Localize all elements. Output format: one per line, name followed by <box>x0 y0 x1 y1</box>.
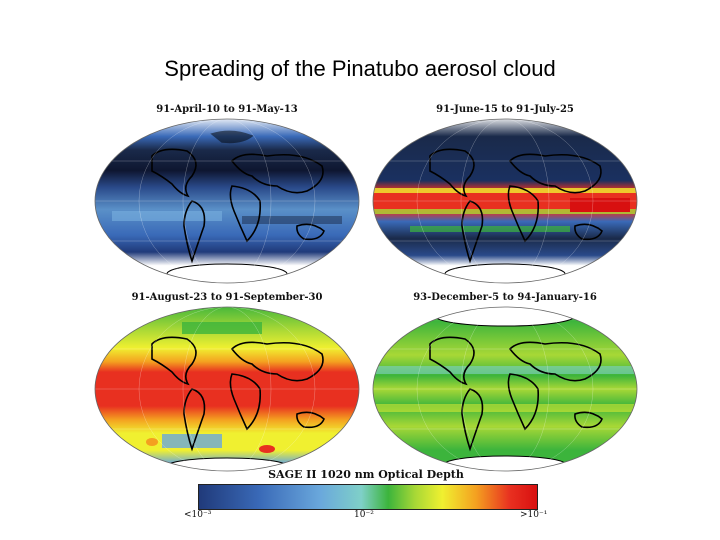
map-panel-aug-sep: 91-August-23 to 91-September-30 <box>92 292 362 477</box>
map-caption: 91-June-15 to 91-July-25 <box>436 104 574 115</box>
map-panel-dec-jan: 93-December-5 to 94-January-16 <box>370 292 640 477</box>
colorbar-tick-min: <10⁻³ <box>184 510 212 520</box>
map-panel-apr-may: 91-April-10 to 91-May-13 <box>92 104 362 289</box>
map-panel-jun-jul: 91-June-15 to 91-July-25 <box>370 104 640 289</box>
world-map-apr-may <box>94 118 360 284</box>
map-caption: 91-August-23 to 91-September-30 <box>131 292 323 303</box>
world-map-aug-sep <box>94 306 360 472</box>
world-map-dec-jan <box>372 306 638 472</box>
colorbar-title: SAGE II 1020 nm Optical Depth <box>268 468 464 481</box>
slide-title: Spreading of the Pinatubo aerosol cloud <box>164 56 556 81</box>
map-caption: 93-December-5 to 94-January-16 <box>413 292 597 303</box>
aerosol-figure: 91-April-10 to 91-May-13 <box>92 104 640 530</box>
colorbar-tick-max: >10⁻¹ <box>520 510 548 520</box>
colorbar <box>198 484 538 510</box>
map-caption: 91-April-10 to 91-May-13 <box>156 104 298 115</box>
coastlines <box>151 130 325 264</box>
colorbar-tick-mid: 10⁻² <box>354 510 374 520</box>
world-map-jun-jul <box>372 118 638 284</box>
